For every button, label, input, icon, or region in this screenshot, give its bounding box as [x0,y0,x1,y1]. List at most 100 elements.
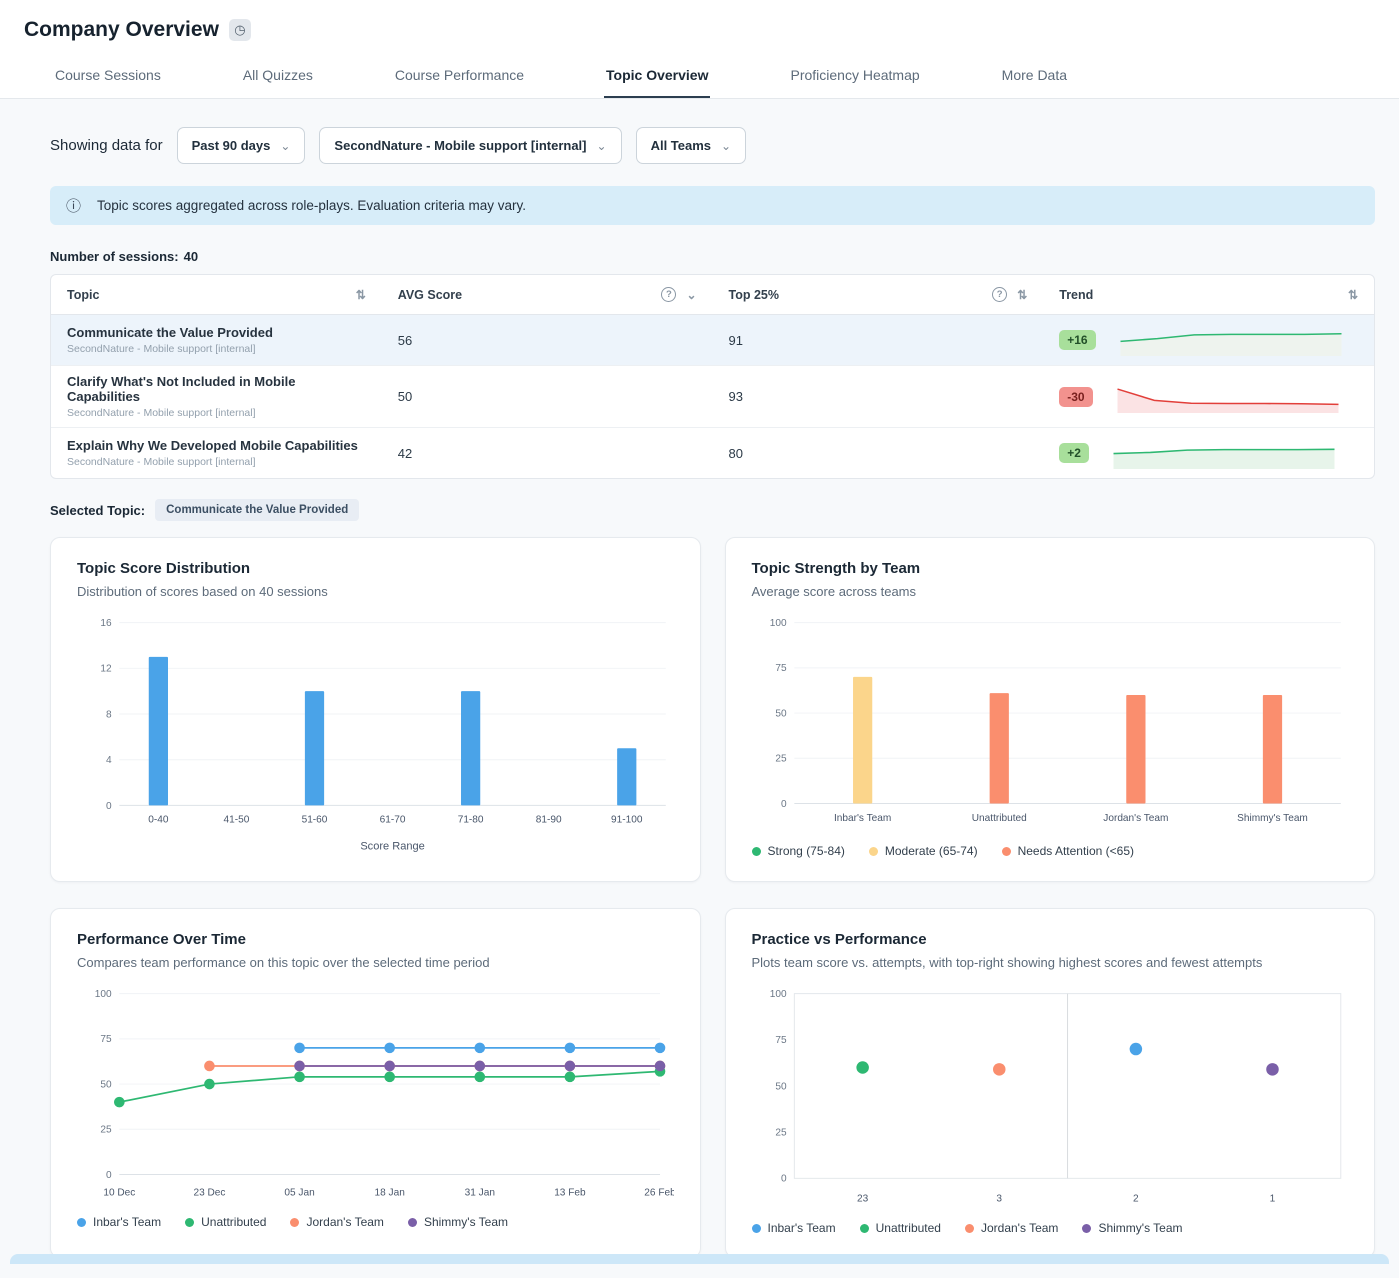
help-icon[interactable]: ? [992,287,1007,302]
avg-score-value: 50 [382,366,713,427]
practice-vs-performance-chart: 025507510023321 [752,984,1349,1213]
svg-text:100: 100 [95,989,112,1000]
page-header: Company Overview ◷ [0,0,1399,52]
svg-text:50: 50 [775,708,787,719]
svg-text:100: 100 [769,989,786,1000]
legend-item: Needs Attention (<65) [1002,844,1134,858]
table-row[interactable]: Communicate the Value Provided SecondNat… [51,315,1374,366]
chevron-down-icon: ⌄ [280,140,290,152]
filter-bar: Showing data for Past 90 days ⌄ SecondNa… [50,127,1375,164]
sort-icon[interactable]: ⇅ [1348,288,1358,302]
card-topic-strength-by-team: Topic Strength by Team Average score acr… [725,537,1376,882]
bottom-panel-edge [10,1254,1389,1264]
info-banner: ⓘ Topic scores aggregated across role-pl… [50,186,1375,225]
svg-text:0-40: 0-40 [148,815,169,826]
legend-item: Moderate (65-74) [869,844,978,858]
trend-badge: -30 [1059,387,1092,407]
sessions-count: Number of sessions: 40 [50,249,1375,264]
program-dropdown[interactable]: SecondNature - Mobile support [internal]… [319,127,621,164]
chart-legend: Inbar's TeamUnattributedJordan's TeamShi… [752,1221,1349,1235]
chart-subtitle: Plots team score vs. attempts, with top-… [752,955,1349,970]
legend-dot-icon [1002,847,1011,856]
svg-text:91-100: 91-100 [611,815,643,826]
svg-text:25: 25 [100,1125,112,1136]
svg-text:75: 75 [775,1035,787,1046]
card-topic-score-distribution: Topic Score Distribution Distribution of… [50,537,701,882]
column-header-trend[interactable]: Trend ⇅ [1043,275,1374,314]
svg-text:18 Jan: 18 Jan [375,1188,405,1199]
main-content: Showing data for Past 90 days ⌄ SecondNa… [0,99,1399,1278]
tab-proficiency-heatmap[interactable]: Proficiency Heatmap [788,52,921,98]
date-range-dropdown[interactable]: Past 90 days ⌄ [177,127,306,164]
teams-dropdown[interactable]: All Teams ⌄ [636,127,747,164]
trend-sparkline [1109,380,1347,414]
svg-text:50: 50 [100,1080,112,1091]
page-title: Company Overview [24,18,219,42]
trend-badge: +16 [1059,330,1095,350]
svg-text:50: 50 [775,1082,787,1093]
legend-item: Inbar's Team [752,1221,836,1235]
teams-value: All Teams [651,138,711,153]
clock-glyph: ◷ [234,22,245,38]
selected-topic-row: Selected Topic: Communicate the Value Pr… [50,499,1375,521]
chart-subtitle: Distribution of scores based on 40 sessi… [77,584,674,599]
legend-dot-icon [185,1218,194,1227]
svg-text:23: 23 [857,1194,869,1205]
selected-topic-chip: Communicate the Value Provided [155,499,359,521]
trend-sparkline [1112,323,1350,357]
svg-text:Jordan's Team: Jordan's Team [1103,813,1168,824]
date-range-value: Past 90 days [192,138,271,153]
svg-text:4: 4 [106,755,112,766]
clock-icon[interactable]: ◷ [229,19,251,41]
topic-name: Explain Why We Developed Mobile Capabili… [67,438,358,453]
svg-text:1: 1 [1269,1194,1275,1205]
svg-text:31 Jan: 31 Jan [465,1188,495,1199]
charts-grid: Topic Score Distribution Distribution of… [50,537,1375,1278]
column-header-topic[interactable]: Topic ⇅ [51,275,382,314]
help-icon[interactable]: ? [661,287,676,302]
chart-title: Performance Over Time [77,931,674,948]
sort-icon[interactable]: ⇅ [356,288,366,302]
tab-more-data[interactable]: More Data [1000,52,1069,98]
table-row[interactable]: Clarify What's Not Included in Mobile Ca… [51,366,1374,428]
top25-value: 93 [713,366,1044,427]
chevron-down-icon[interactable]: ⌄ [686,289,696,301]
svg-text:8: 8 [106,709,112,720]
performance-over-time-chart: 025507510010 Dec23 Dec05 Jan18 Jan31 Jan… [77,984,674,1207]
trend-sparkline [1105,436,1343,470]
tab-course-performance[interactable]: Course Performance [393,52,526,98]
svg-text:Inbar's Team: Inbar's Team [833,813,890,824]
sort-icon[interactable]: ⇅ [1017,288,1027,302]
svg-text:100: 100 [769,618,786,629]
info-icon: ⓘ [66,195,81,216]
svg-text:0: 0 [781,1174,787,1185]
topic-name: Communicate the Value Provided [67,325,273,340]
top25-value: 91 [713,315,1044,365]
chart-title: Topic Strength by Team [752,560,1349,577]
legend-item: Shimmy's Team [1082,1221,1182,1235]
selected-topic-label: Selected Topic: [50,503,145,518]
svg-text:16: 16 [100,618,112,629]
table-row[interactable]: Explain Why We Developed Mobile Capabili… [51,428,1374,478]
tab-course-sessions[interactable]: Course Sessions [53,52,163,98]
tab-topic-overview[interactable]: Topic Overview [604,52,710,98]
svg-text:13 Feb: 13 Feb [554,1188,586,1199]
chevron-down-icon: ⌄ [721,140,731,152]
legend-dot-icon [752,1224,761,1233]
tab-all-quizzes[interactable]: All Quizzes [241,52,315,98]
chevron-down-icon: ⌄ [597,140,607,152]
card-practice-vs-performance: Practice vs Performance Plots team score… [725,908,1376,1258]
svg-text:25: 25 [775,1128,787,1139]
column-header-top25[interactable]: Top 25% ? ⇅ [713,275,1044,314]
svg-text:Shimmy's Team: Shimmy's Team [1237,813,1308,824]
svg-text:Score Range: Score Range [360,841,424,853]
column-header-avg-score[interactable]: AVG Score ? ⌄ [382,275,713,314]
svg-text:0: 0 [106,801,112,812]
legend-dot-icon [965,1224,974,1233]
svg-text:71-80: 71-80 [458,815,484,826]
svg-text:81-90: 81-90 [536,815,562,826]
svg-text:61-70: 61-70 [380,815,406,826]
chart-subtitle: Compares team performance on this topic … [77,955,674,970]
sessions-label: Number of sessions: [50,249,179,264]
legend-item: Shimmy's Team [408,1215,508,1229]
